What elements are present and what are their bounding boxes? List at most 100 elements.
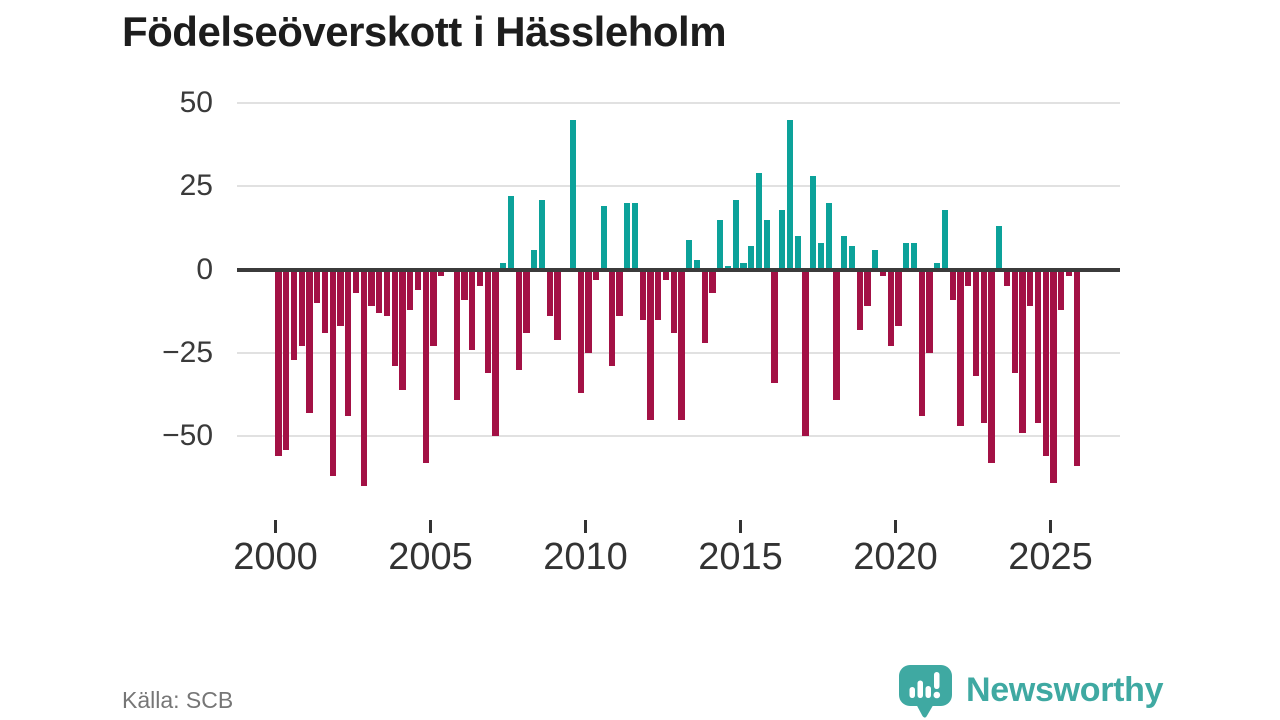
source-attribution: Källa: SCB [122, 687, 234, 713]
zero-baseline [237, 267, 1120, 272]
bar-2017-q2 [810, 176, 817, 270]
bar-2016-q4 [794, 236, 801, 270]
bar-2022-q1 [957, 269, 964, 427]
bar-2009-q1 [554, 269, 561, 340]
gridline-y--50 [237, 435, 1120, 438]
bar-2006-q4 [484, 269, 491, 373]
bar-2024-q3 [1034, 269, 1042, 423]
bar-2012-q4 [670, 269, 677, 333]
bar-2005-q4 [453, 269, 460, 400]
bar-2020-q4 [918, 269, 925, 417]
bar-2003-q3 [383, 269, 391, 317]
bar-2005-q2 [438, 269, 445, 277]
newsworthy-brand: Newsworthy [898, 664, 1164, 720]
bar-2011-q4 [639, 269, 646, 320]
bar-2006-q2 [469, 269, 476, 350]
bar-2002-q2 [345, 269, 352, 417]
bar-2002-q1 [337, 269, 344, 327]
bar-2013-q3 [693, 259, 701, 270]
x-axis-tick-2005 [429, 520, 432, 533]
x-axis-year-label: 2000 [233, 536, 318, 578]
bar-2023-q2 [996, 226, 1003, 270]
bar-2000-q3 [290, 269, 298, 360]
bar-2025-q2 [1058, 269, 1065, 310]
bar-2023-q1 [988, 269, 995, 463]
bar-2007-q4 [515, 269, 522, 370]
bar-2024-q4 [1042, 269, 1049, 457]
bar-2013-q1 [678, 269, 685, 420]
bar-2006-q3 [476, 269, 484, 287]
bar-2025-q3 [1065, 269, 1073, 277]
bar-2018-q1 [833, 269, 840, 400]
x-axis-tick-2010 [584, 520, 587, 533]
y-axis-tick-label: 50 [179, 86, 213, 120]
bar-2017-q4 [825, 203, 832, 270]
bar-2015-q4 [763, 219, 770, 270]
bar-2009-q3 [569, 119, 577, 270]
bar-2002-q3 [352, 269, 360, 293]
bar-2022-q3 [972, 269, 980, 377]
gridline-y-25 [237, 185, 1120, 188]
bar-2007-q2 [500, 263, 507, 270]
x-axis-year-label: 2010 [543, 536, 628, 578]
bar-2010-q2 [593, 269, 600, 280]
bar-2004-q3 [414, 269, 422, 290]
bar-2008-q2 [531, 249, 538, 270]
bar-2013-q2 [686, 239, 693, 270]
bar-2001-q1 [306, 269, 313, 413]
bar-2004-q2 [407, 269, 414, 310]
bar-2004-q1 [399, 269, 406, 390]
bar-2019-q1 [864, 269, 871, 307]
bar-2001-q3 [321, 269, 329, 333]
bar-2008-q1 [523, 269, 530, 333]
bar-2012-q2 [655, 269, 662, 320]
bar-2002-q4 [360, 269, 367, 487]
bar-2011-q3 [631, 203, 639, 270]
bar-2014-q4 [732, 199, 739, 270]
bar-2000-q1 [275, 269, 282, 457]
bar-2003-q1 [368, 269, 375, 307]
bar-2022-q4 [980, 269, 987, 423]
x-axis-tick-2015 [739, 520, 742, 533]
x-axis-tick-2000 [274, 520, 277, 533]
bar-2012-q1 [647, 269, 654, 420]
x-axis-year-label: 2015 [698, 536, 783, 578]
bar-2025-q1 [1050, 269, 1057, 483]
bar-2017-q1 [802, 269, 809, 437]
bar-2001-q4 [329, 269, 336, 477]
bar-2013-q4 [701, 269, 708, 343]
bar-2016-q3 [786, 119, 794, 270]
bar-2024-q2 [1027, 269, 1034, 307]
bar-2010-q1 [585, 269, 592, 353]
bar-2021-q2 [934, 263, 941, 270]
bar-2011-q2 [624, 203, 631, 270]
bar-2021-q4 [949, 269, 956, 300]
bar-2000-q4 [298, 269, 305, 347]
y-axis-tick-label: −50 [162, 419, 213, 453]
x-axis-tick-2020 [894, 520, 897, 533]
y-axis-tick-label: 25 [179, 169, 213, 203]
bar-2016-q1 [771, 269, 778, 383]
newsworthy-brand-name: Newsworthy [966, 671, 1164, 709]
gridline-y-50 [237, 102, 1120, 105]
bar-2008-q4 [546, 269, 553, 317]
bar-2019-q3 [879, 269, 887, 277]
bar-2000-q2 [283, 269, 290, 450]
y-axis-tick-label: 0 [196, 252, 213, 286]
bar-2018-q2 [841, 236, 848, 270]
bar-2011-q1 [616, 269, 623, 317]
bar-2022-q2 [965, 269, 972, 287]
bar-2025-q4 [1073, 269, 1080, 467]
bar-2020-q2 [903, 243, 910, 270]
bar-2010-q4 [608, 269, 615, 367]
bar-2003-q2 [376, 269, 383, 313]
bar-2024-q1 [1019, 269, 1026, 433]
bar-2001-q2 [314, 269, 321, 303]
x-axis-tick-2025 [1049, 520, 1052, 533]
bar-2004-q4 [422, 269, 429, 463]
bar-2014-q2 [717, 219, 724, 270]
bar-2005-q1 [430, 269, 437, 347]
bar-2010-q3 [600, 206, 608, 270]
bar-2015-q2 [748, 246, 755, 270]
